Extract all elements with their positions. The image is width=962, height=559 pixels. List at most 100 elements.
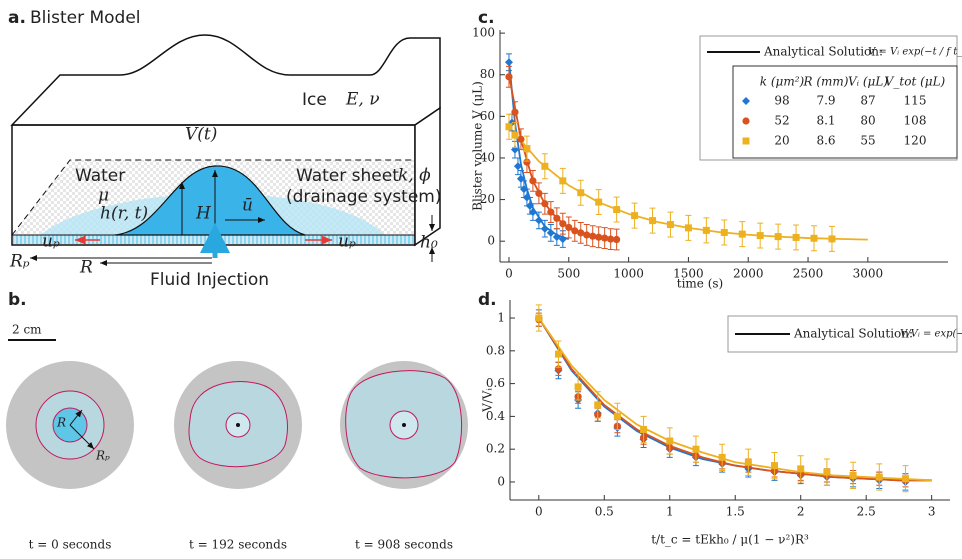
- data-point: [558, 235, 567, 244]
- data-point: [738, 230, 746, 238]
- chart: d. 0 0.2 0.4 0.6 0.8 1 0 0.5 1 1.5 2 2.5 3 t/t_c = tEk…: [478, 290, 962, 547]
- legend-cell: 52: [774, 114, 789, 128]
- formula: V/Vᵢ = exp(−t / f t_c): [900, 329, 962, 340]
- legend-cell: 98: [774, 94, 789, 108]
- x-tick-label: 1: [666, 505, 674, 519]
- label: h(r, t): [100, 204, 148, 224]
- side-face: [414, 106, 441, 247]
- fit-line: [538, 317, 932, 482]
- data-point: [692, 445, 700, 453]
- data-point: [559, 220, 567, 228]
- legend-cell: 115: [904, 94, 927, 108]
- legend-header: V_tot (μL): [885, 75, 946, 89]
- data-point: [565, 223, 573, 232]
- data-point: [505, 73, 513, 81]
- data-point: [774, 233, 782, 241]
- legend-cell: 87: [860, 94, 875, 108]
- Rp-arrow: [69, 424, 95, 450]
- data-point: [595, 233, 603, 241]
- y-tick-label: 0.2: [486, 442, 505, 456]
- label: h₀: [420, 233, 438, 253]
- y-tick-label: 60: [480, 109, 495, 123]
- legend-table: [732, 65, 958, 159]
- label: uₚ: [338, 232, 356, 252]
- label: (drainage system): [286, 187, 442, 207]
- data-point: [577, 189, 585, 197]
- label: ū: [242, 196, 253, 216]
- data-point: [607, 235, 615, 243]
- sheet-edge: [11, 159, 440, 236]
- panel-title: Blister Model: [30, 8, 141, 28]
- data-point: [505, 123, 513, 131]
- y-tick-label: 20: [480, 192, 495, 206]
- data-point: [718, 453, 726, 461]
- data-point: [559, 177, 567, 185]
- x-tick-label: 2: [797, 505, 805, 519]
- data-point: [702, 226, 710, 234]
- formula: V = Vᵢ exp(−t / f t_c): [868, 47, 962, 58]
- panel-letter: b.: [8, 290, 27, 310]
- data-point: [649, 217, 657, 225]
- hole: [402, 423, 406, 427]
- data-point: [554, 350, 562, 358]
- data-point: [684, 224, 692, 232]
- data-point: [511, 108, 519, 116]
- x-tick-label: 2500: [793, 267, 824, 281]
- data-point: [535, 189, 543, 197]
- x-tick-label: 0.5: [595, 505, 614, 519]
- data-point: [631, 212, 639, 220]
- data-point: [523, 158, 531, 166]
- fit-line: [538, 317, 932, 482]
- y-axis-label: V/Vᵢ: [481, 388, 495, 413]
- x-tick-label: 3000: [853, 267, 884, 281]
- data-point: [577, 229, 585, 237]
- data-point: [810, 234, 818, 242]
- label: Ice: [302, 90, 327, 110]
- legend-header: Vᵢ (μL): [848, 75, 888, 89]
- blister: [114, 165, 306, 236]
- label: Rₚ: [95, 449, 110, 463]
- legend-cell: 80: [860, 114, 875, 128]
- data-point: [595, 198, 603, 206]
- data-point: [771, 462, 779, 470]
- x-tick-label: 0: [535, 505, 543, 519]
- y-tick-label: 100: [472, 26, 495, 40]
- label: R: [56, 416, 66, 430]
- legend-marker: [742, 117, 750, 125]
- data-point: [823, 468, 831, 476]
- label: E, ν: [345, 90, 380, 110]
- panel-a: a. Blister Model Ice E, ν V(t) Water μ h…: [8, 8, 442, 290]
- data-point: [613, 206, 621, 214]
- label: H: [195, 204, 212, 224]
- data-point: [541, 200, 549, 208]
- R-arrow: [69, 409, 83, 426]
- legend-cell: 8.1: [816, 114, 835, 128]
- legend-marker: [742, 137, 750, 145]
- legend-header: k (μm²): [760, 75, 805, 89]
- x-tick-label: 2.5: [857, 505, 876, 519]
- data-point: [552, 233, 561, 242]
- y-tick-label: 80: [480, 67, 495, 81]
- label: Rₚ: [9, 252, 30, 272]
- ice-block: [10, 34, 441, 126]
- x-tick-label: 2000: [733, 267, 764, 281]
- data-point: [601, 234, 609, 242]
- x-tick-label: 500: [557, 267, 580, 281]
- y-tick-label: 0.6: [486, 376, 505, 390]
- data-point: [546, 228, 555, 237]
- caption: t = 0 seconds: [29, 538, 112, 552]
- data-point: [901, 475, 909, 483]
- y-tick-label: 0: [497, 474, 505, 488]
- panel-letter: a.: [8, 8, 26, 28]
- x-axis-label: t/t_c = tEkh₀ / μ(1 − ν²)R³: [651, 533, 809, 547]
- data-point: [613, 235, 621, 244]
- data-point: [666, 221, 674, 229]
- data-point: [528, 208, 537, 217]
- data-point: [875, 473, 883, 481]
- data-point: [513, 162, 522, 171]
- data-point: [792, 233, 800, 241]
- data-point: [613, 412, 621, 420]
- data-point: [589, 232, 597, 240]
